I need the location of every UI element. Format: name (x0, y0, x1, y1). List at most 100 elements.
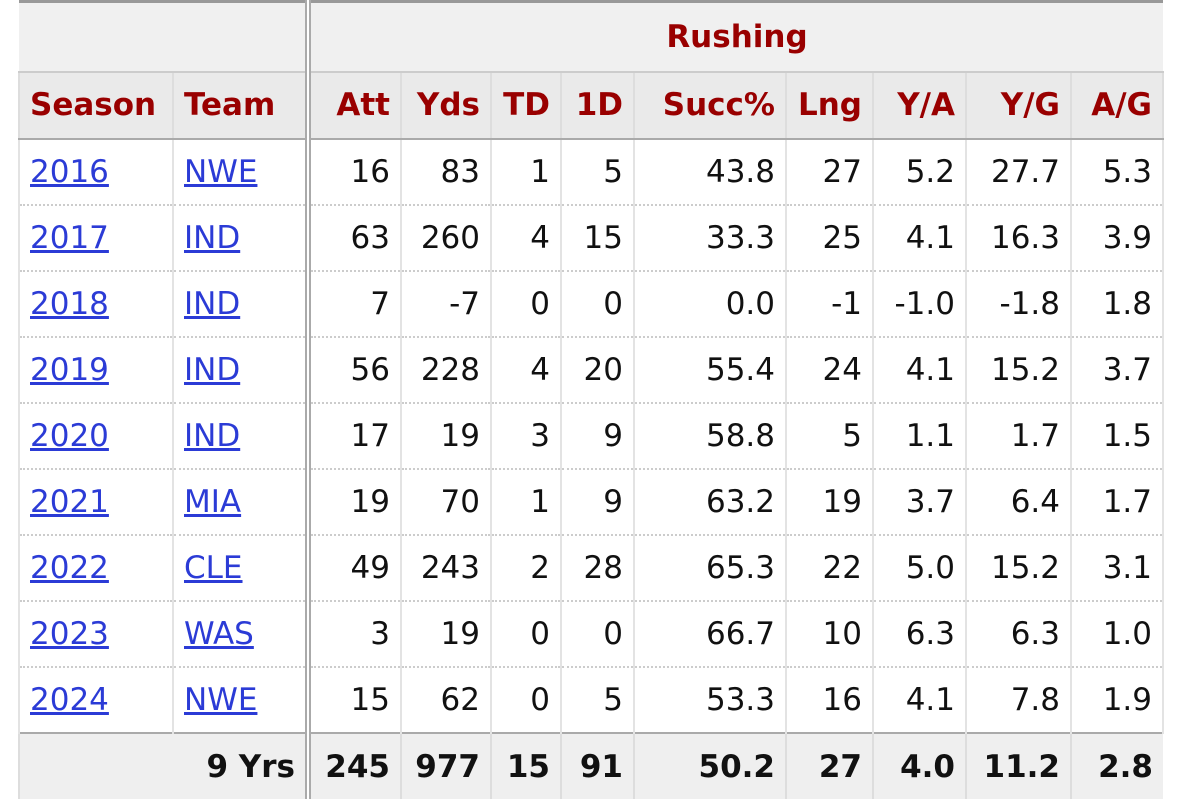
cell: 3 (305, 600, 402, 668)
cell: 260 (400, 204, 492, 272)
cell: 2 (490, 534, 562, 602)
column-header: A/G (1070, 70, 1164, 140)
team-link[interactable]: IND (184, 351, 241, 388)
cell: 43.8 (633, 138, 787, 206)
cell: 19 (305, 468, 402, 536)
data-row: 2023 WAS 3 19 0 0 66.7 10 6.3 6.3 1.0 (18, 600, 1164, 668)
data-row: 2019 IND 56 228 4 20 55.4 24 4.1 15.2 3.7 (18, 336, 1164, 404)
column-header: Team (172, 70, 310, 140)
cell: 5.3 (1070, 138, 1164, 206)
cell: 1.8 (1070, 270, 1164, 338)
team-link[interactable]: CLE (184, 549, 243, 586)
cell: 0.0 (633, 270, 787, 338)
cell: 7 (305, 270, 402, 338)
team-link[interactable]: NWE (184, 153, 258, 190)
column-header: Succ% (633, 70, 787, 140)
cell: 19 (785, 468, 874, 536)
data-row: 2017 IND 63 260 4 15 33.3 25 4.1 16.3 3.9 (18, 204, 1164, 272)
cell: IND (172, 336, 310, 404)
column-header: Y/A (872, 70, 967, 140)
column-header: Att (305, 70, 402, 140)
cell: 49 (305, 534, 402, 602)
cell: 53.3 (633, 666, 787, 734)
cell: 1.7 (965, 402, 1072, 470)
season-link[interactable]: 2017 (30, 219, 109, 256)
cell: 63 (305, 204, 402, 272)
cell: 27 (785, 138, 874, 206)
cell: 2020 (18, 402, 174, 470)
season-link[interactable]: 2019 (30, 351, 109, 388)
cell: 0 (560, 270, 635, 338)
total-cell: 2.8 (1070, 731, 1163, 799)
cell: -1.8 (965, 270, 1072, 338)
cell: 4.1 (872, 336, 967, 404)
cell: 19 (400, 600, 492, 668)
season-link[interactable]: 2020 (30, 417, 109, 454)
cell: 1.1 (872, 402, 967, 470)
team-link[interactable]: IND (184, 417, 241, 454)
cell: 62 (400, 666, 492, 734)
cell: 15 (305, 666, 402, 734)
cell: 2024 (18, 666, 174, 734)
column-header: 1D (560, 70, 635, 140)
cell: 243 (400, 534, 492, 602)
team-link[interactable]: WAS (184, 615, 254, 652)
total-cell: 245 (305, 731, 401, 799)
cell: 20 (560, 336, 635, 404)
cell: 2016 (18, 138, 174, 206)
season-link[interactable]: 2021 (30, 483, 109, 520)
cell: 17 (305, 402, 402, 470)
season-link[interactable]: 2024 (30, 681, 109, 718)
season-link[interactable]: 2018 (30, 285, 109, 322)
cell: 1.9 (1070, 666, 1164, 734)
cell: 25 (785, 204, 874, 272)
cell: 6.4 (965, 468, 1072, 536)
cell: 83 (400, 138, 492, 206)
column-header: Season (18, 70, 174, 140)
column-header: Lng (785, 70, 874, 140)
cell: 5 (785, 402, 874, 470)
cell: 7.8 (965, 666, 1072, 734)
group-header-row: Rushing (19, 0, 1163, 73)
cell: IND (172, 270, 310, 338)
cell: 27.7 (965, 138, 1072, 206)
team-link[interactable]: NWE (184, 681, 258, 718)
cell: 66.7 (633, 600, 787, 668)
cell: 1.7 (1070, 468, 1164, 536)
cell: 9 (560, 468, 635, 536)
team-link[interactable]: IND (184, 219, 241, 256)
group-spacer (19, 0, 310, 73)
cell: 58.8 (633, 402, 787, 470)
cell: NWE (172, 138, 310, 206)
data-row: 2016 NWE 16 83 1 5 43.8 27 5.2 27.7 5.3 (18, 138, 1164, 206)
cell: 5.0 (872, 534, 967, 602)
cell: 3.9 (1070, 204, 1164, 272)
cell: 0 (560, 600, 635, 668)
stats-table: Rushing Season Team Att Yds TD 1D Succ% Lng Y/A Y/… (18, 0, 1164, 799)
cell: 10 (785, 600, 874, 668)
cell: 28 (560, 534, 635, 602)
total-cell: 50.2 (633, 731, 786, 799)
cell: -1 (785, 270, 874, 338)
team-link[interactable]: MIA (184, 483, 242, 520)
cell: 6.3 (965, 600, 1072, 668)
cell: 6.3 (872, 600, 967, 668)
cell: 5.2 (872, 138, 967, 206)
cell: WAS (172, 600, 310, 668)
total-cell: 15 (490, 731, 561, 799)
team-link[interactable]: IND (184, 285, 241, 322)
data-row: 2024 NWE 15 62 0 5 53.3 16 4.1 7.8 1.9 (18, 666, 1164, 734)
cell: 22 (785, 534, 874, 602)
data-row: 2018 IND 7 -7 0 0 0.0 -1 -1.0 -1.8 1.8 (18, 270, 1164, 338)
cell: 16.3 (965, 204, 1072, 272)
column-header: Yds (400, 70, 492, 140)
data-row: 2020 IND 17 19 3 9 58.8 5 1.1 1.7 1.5 (18, 402, 1164, 470)
total-cell: 11.2 (965, 731, 1071, 799)
cell: 228 (400, 336, 492, 404)
season-link[interactable]: 2022 (30, 549, 109, 586)
season-link[interactable]: 2023 (30, 615, 109, 652)
cell: MIA (172, 468, 310, 536)
season-link[interactable]: 2016 (30, 153, 109, 190)
cell: IND (172, 204, 310, 272)
cell: 2023 (18, 600, 174, 668)
